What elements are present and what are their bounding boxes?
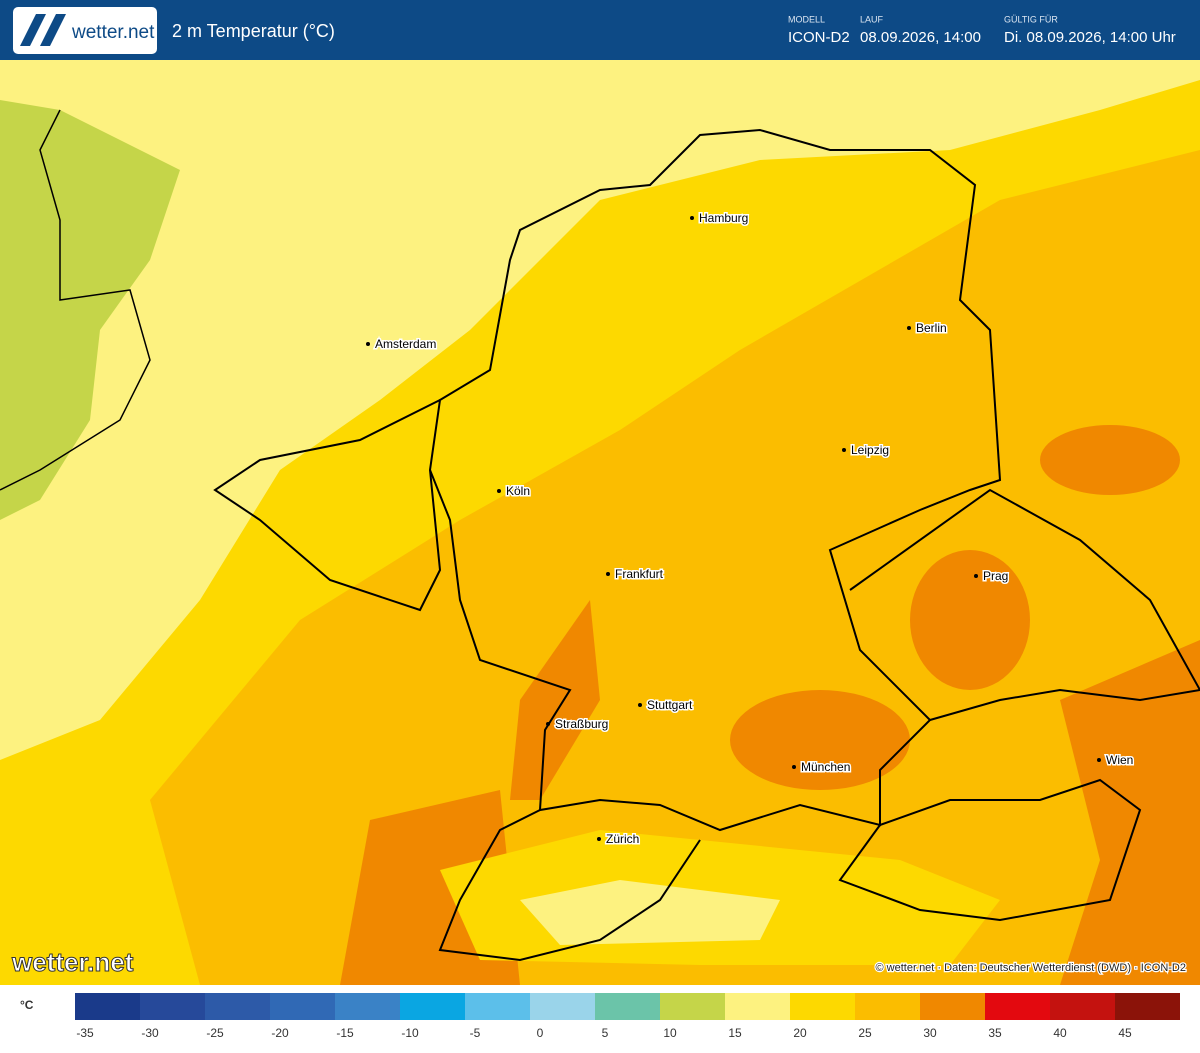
city-label: Hamburg [699, 211, 748, 225]
legend-unit: °C [20, 998, 34, 1012]
colorbar-segment [595, 993, 660, 1020]
model-label: MODELL [788, 14, 825, 24]
colorbar-segment [530, 993, 595, 1020]
map-title: 2 m Temperatur (°C) [172, 21, 335, 41]
colorbar-segment [335, 993, 400, 1020]
colorbar-segment [270, 993, 335, 1020]
logo-icon [20, 14, 66, 46]
run-label: LAUF [860, 14, 884, 24]
city-label: Berlin [916, 321, 947, 335]
colorbar-segment [1050, 993, 1115, 1020]
city-layer: Hamburg Berlin Amsterdam Leipzig Köln Frankfu… [366, 210, 1135, 848]
colorbar-tick: 40 [1053, 1026, 1067, 1040]
city-dot [606, 572, 610, 576]
colorbar-segment [75, 993, 140, 1020]
valid-label: GÜLTIG FÜR [1004, 14, 1058, 24]
city-dot [366, 342, 370, 346]
colorbar-segment [400, 993, 465, 1020]
colorbar-tick: 25 [858, 1026, 872, 1040]
city-dot [974, 574, 978, 578]
colorbar-segment [1115, 993, 1180, 1020]
colorbar-tick: 20 [793, 1026, 807, 1040]
colorbar: -35 -30 -25 -20 -15 -10 -5 0 5 10 15 20 25 30 35 40 45 [75, 993, 1180, 1040]
run: 08.09.2026, 14:00 [860, 29, 981, 46]
city-label: Amsterdam [375, 337, 436, 351]
colorbar-tick: -30 [141, 1026, 159, 1040]
logo-text: wetter.net [71, 22, 155, 43]
city-dot [597, 837, 601, 841]
colorbar-tick: 10 [663, 1026, 677, 1040]
city-dot [546, 722, 550, 726]
colorbar-tick: 35 [988, 1026, 1002, 1040]
colorbar-tick: -15 [336, 1026, 354, 1040]
colorbar-tick: -5 [470, 1026, 481, 1040]
colorbar-segment [985, 993, 1050, 1020]
city-label: Prag [983, 569, 1008, 583]
city-label: Zürich [606, 832, 639, 846]
header-bar [0, 0, 1200, 60]
colorbar-segment [855, 993, 920, 1020]
credit: © wetter.net · Daten: Deutscher Wetterdi… [876, 962, 1187, 974]
colorbar-tick: 45 [1118, 1026, 1132, 1040]
city-dot [842, 448, 846, 452]
colorbar-segment [205, 993, 270, 1020]
city-dot [690, 216, 694, 220]
city-dot [1097, 758, 1101, 762]
city-dot [638, 703, 642, 707]
city-dot [792, 765, 796, 769]
colorbar-tick: -25 [206, 1026, 224, 1040]
city-label: Wien [1106, 753, 1133, 767]
map-area [0, 60, 1200, 985]
model: ICON-D2 [788, 29, 850, 46]
city-label: Straßburg [555, 717, 608, 731]
colorbar-segment [725, 993, 790, 1020]
city-label: Köln [506, 484, 530, 498]
colorbar-tick: -35 [76, 1026, 94, 1040]
colorbar-segment [465, 993, 530, 1020]
valid-time: Di. 08.09.2026, 14:00 Uhr [1004, 29, 1176, 46]
colorbar-tick: 0 [537, 1026, 544, 1040]
colorbar-segment [790, 993, 855, 1020]
colorbar-tick: -20 [271, 1026, 289, 1040]
watermark: wetter.net [11, 947, 134, 977]
colorbar-segment [920, 993, 985, 1020]
city-label: Leipzig [851, 443, 889, 457]
city-dot [907, 326, 911, 330]
city-dot [497, 489, 501, 493]
city-label: Stuttgart [647, 698, 693, 712]
city-label: Frankfurt [615, 567, 664, 581]
colorbar-segment [660, 993, 725, 1020]
colorbar-segment [140, 993, 205, 1020]
colorbar-tick: 30 [923, 1026, 937, 1040]
colorbar-tick: 15 [728, 1026, 742, 1040]
colorbar-tick: -10 [401, 1026, 419, 1040]
colorbar-tick: 5 [602, 1026, 609, 1040]
city-label: München [801, 760, 850, 774]
